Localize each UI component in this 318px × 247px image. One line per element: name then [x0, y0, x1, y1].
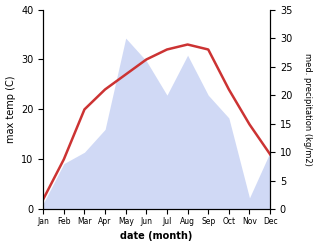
X-axis label: date (month): date (month) — [121, 231, 193, 242]
Y-axis label: med. precipitation (kg/m2): med. precipitation (kg/m2) — [303, 53, 313, 166]
Y-axis label: max temp (C): max temp (C) — [5, 76, 16, 143]
